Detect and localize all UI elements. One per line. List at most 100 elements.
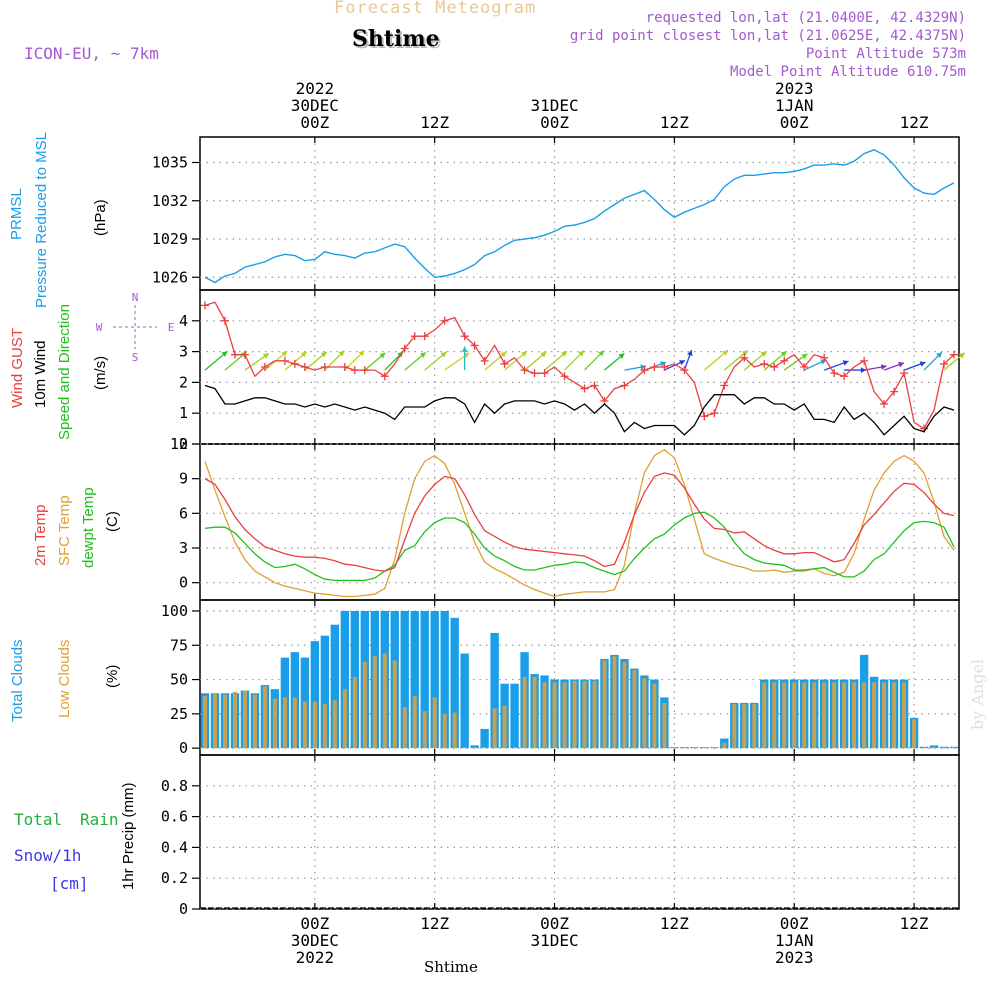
gust-marker bbox=[950, 350, 959, 359]
total-cloud-bar bbox=[480, 728, 489, 749]
gust-marker bbox=[660, 363, 669, 371]
gust-marker bbox=[540, 369, 549, 378]
dewpt-temp-line bbox=[204, 511, 955, 582]
panel-frame bbox=[199, 289, 960, 445]
total-cloud-bar bbox=[330, 624, 340, 749]
y-tick-label: 6 bbox=[179, 504, 188, 522]
wind-arrow-head bbox=[898, 361, 905, 368]
total-cloud-bar bbox=[440, 610, 449, 749]
precip-cm-label: [cm] bbox=[50, 874, 89, 893]
gust-marker bbox=[820, 353, 829, 362]
y-tick-label: 25 bbox=[170, 705, 188, 723]
y-tick-label: 0 bbox=[179, 574, 188, 592]
low-cloud-bar bbox=[542, 682, 547, 749]
gust-marker bbox=[650, 363, 659, 371]
gust-marker bbox=[440, 316, 449, 325]
gust-line bbox=[204, 301, 955, 430]
gust-marker bbox=[410, 332, 419, 341]
wind-arrow-head bbox=[860, 367, 867, 373]
low-cloud-bar bbox=[892, 682, 897, 749]
low-cloud-bar bbox=[612, 656, 617, 749]
low-cloud-bar bbox=[632, 669, 637, 749]
low-cloud-bar bbox=[942, 747, 947, 749]
low-cloud-bar bbox=[562, 682, 567, 749]
y-tick-label: 75 bbox=[170, 636, 188, 654]
wind-arrow-head bbox=[521, 351, 527, 357]
bottom-time-label: 00Z bbox=[540, 914, 569, 933]
bottom-time-label: 1JAN bbox=[775, 931, 814, 950]
model-altitude: Model Point Altitude 610.75m bbox=[729, 64, 966, 80]
low-cloud-bar bbox=[292, 697, 297, 749]
compass-e: E bbox=[168, 321, 175, 334]
low-cloud-bar bbox=[792, 682, 797, 749]
total-cloud-bar bbox=[430, 610, 439, 749]
model-label: ICON-EU, ~ 7km bbox=[24, 44, 159, 63]
gust-marker bbox=[240, 350, 249, 359]
bottom-time-label: 12Z bbox=[660, 914, 689, 933]
wind-arrow-head bbox=[300, 351, 307, 358]
low-cloud-bar bbox=[502, 705, 507, 749]
precip-total-label: Total bbox=[14, 810, 63, 829]
y-tick-label: 0.2 bbox=[161, 869, 188, 887]
wind-arrow-head bbox=[760, 351, 767, 357]
low-cloud-bar bbox=[262, 686, 267, 749]
gust-marker bbox=[340, 363, 349, 371]
low-cloud-bar bbox=[472, 747, 477, 749]
low-cloud-bar bbox=[692, 747, 697, 749]
wind-arrow-head bbox=[379, 352, 386, 359]
wind-arrow-head bbox=[500, 351, 507, 358]
low-cloud-bar bbox=[422, 711, 427, 749]
wind-arrow-head bbox=[842, 360, 849, 366]
top-time-label: 30DEC bbox=[291, 96, 339, 115]
wind-arrow-head bbox=[578, 350, 585, 357]
low-cloud-bar bbox=[872, 682, 877, 749]
bottom-location-label: Shtime bbox=[424, 958, 478, 976]
wind-arrow-head bbox=[461, 346, 468, 352]
low-cloud-bar bbox=[812, 682, 817, 749]
gust-marker bbox=[420, 332, 429, 341]
wind-arrow-head bbox=[561, 351, 567, 357]
low-cloud-bar bbox=[882, 682, 887, 749]
top-time-label: 00Z bbox=[300, 113, 329, 132]
low-cloud-bar bbox=[402, 706, 407, 749]
sfc-temp-line bbox=[204, 449, 955, 598]
low-cloud-bar bbox=[212, 693, 217, 749]
gust-marker bbox=[860, 356, 869, 365]
wind-arrow-head bbox=[722, 350, 728, 356]
requested-coords: requested lon,lat (21.0400E, 42.4329N) bbox=[645, 10, 966, 26]
gust-marker bbox=[590, 381, 599, 390]
gust-marker bbox=[500, 359, 509, 368]
gust-marker bbox=[460, 332, 469, 341]
low-cloud-bar bbox=[622, 661, 627, 749]
total-cloud-bar bbox=[460, 653, 469, 749]
low-cloud-bar bbox=[642, 678, 647, 749]
y-tick-label: 1026 bbox=[152, 268, 188, 286]
low-cloud-bar bbox=[832, 682, 837, 749]
gust-marker bbox=[740, 353, 749, 362]
y-tick-label: 0 bbox=[179, 435, 188, 453]
low-cloud-bar bbox=[252, 694, 257, 749]
y-tick-label: 1032 bbox=[152, 192, 188, 210]
y-tick-label: 3 bbox=[179, 343, 188, 361]
gust-marker bbox=[560, 372, 569, 381]
low-cloud-bar bbox=[912, 719, 917, 749]
gust-marker bbox=[220, 316, 229, 325]
y-tick-label: 0.8 bbox=[161, 777, 188, 795]
gust-marker bbox=[360, 366, 369, 375]
low-cloud-bar bbox=[852, 682, 857, 749]
gust-marker bbox=[710, 409, 719, 418]
y-tick-label: 50 bbox=[170, 671, 188, 689]
low-cloud-bar bbox=[672, 747, 677, 749]
low-cloud-bar bbox=[312, 701, 317, 749]
wind-arrow-head bbox=[262, 353, 269, 359]
low-cloud-bar bbox=[412, 696, 417, 749]
low-cloud-bar bbox=[802, 682, 807, 749]
total-cloud-bar bbox=[450, 617, 459, 749]
total-cloud-bar bbox=[410, 610, 419, 749]
total-cloud-bar bbox=[400, 610, 409, 749]
panel-frame bbox=[199, 754, 960, 910]
gust-marker bbox=[780, 356, 789, 365]
low-cloud-bar bbox=[242, 690, 247, 749]
gust-marker bbox=[470, 341, 479, 350]
